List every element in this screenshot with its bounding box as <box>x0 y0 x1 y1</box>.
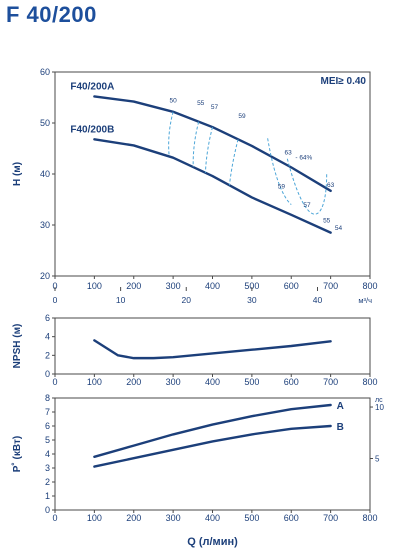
efficiency-label: 55 <box>323 217 331 224</box>
head-y-tick-label: 50 <box>40 118 50 128</box>
page-title: F 40/200 <box>6 2 97 27</box>
power-series-line-0 <box>93 403 332 458</box>
npsh-x-tick-label: 100 <box>87 377 102 387</box>
power-x-tick-label: 600 <box>284 513 299 523</box>
head-x-tick-label: 700 <box>323 281 338 291</box>
npsh-y-tick-label: 4 <box>45 332 50 342</box>
power-y-tick-label: 5 <box>45 435 50 445</box>
series-label-A: A <box>337 401 344 412</box>
x2-tick-label: 40 <box>313 295 323 305</box>
efficiency-label: 57 <box>303 202 311 209</box>
iso-efficiency-line <box>192 121 200 168</box>
efficiency-label: 57 <box>211 104 219 111</box>
x2-tick-label: 0 <box>53 295 58 305</box>
efficiency-label: 54 <box>335 225 343 232</box>
y2-axis-unit: лс <box>375 397 383 404</box>
power-y-tick-label: 6 <box>45 421 50 431</box>
power-y-axis-label: P˚ (кВт) <box>11 436 23 472</box>
head-x-tick-label: 300 <box>166 281 181 291</box>
mei-annotation: MEI≥ 0.40 <box>320 76 366 87</box>
iso-efficiency-loop <box>286 158 328 215</box>
npsh-x-tick-label: 200 <box>126 377 141 387</box>
series-label-F40/200A: F40/200A <box>70 81 114 92</box>
power-x-tick-label: 0 <box>52 513 57 523</box>
head-x-tick-label: 800 <box>362 281 377 291</box>
npsh-series-line-0 <box>93 339 332 360</box>
x2-tick-label: 20 <box>182 295 192 305</box>
power-y-tick-label: 1 <box>45 491 50 501</box>
power-x-tick-label: 500 <box>244 513 259 523</box>
head-y-tick-label: 20 <box>40 271 50 281</box>
head-plot-frame <box>54 71 371 277</box>
power-y-tick-label: 3 <box>45 463 50 473</box>
head-x-tick-label: 100 <box>87 281 102 291</box>
iso-efficiency-line <box>204 126 213 173</box>
efficiency-label: 50 <box>170 98 178 105</box>
power-x-tick-label: 700 <box>323 513 338 523</box>
series-label-B: B <box>337 422 344 433</box>
series-label-F40/200B: F40/200B <box>70 124 114 135</box>
power-y-tick-label: 7 <box>45 407 50 417</box>
power-y-tick-label: 2 <box>45 477 50 487</box>
head-series-line-1 <box>93 138 332 234</box>
power-x-tick-label: 100 <box>87 513 102 523</box>
head-y-tick-label: 60 <box>40 67 50 77</box>
efficiency-label: - 64% <box>295 155 312 162</box>
npsh-y-tick-label: 6 <box>45 313 50 323</box>
efficiency-label: 55 <box>197 100 205 107</box>
x-axis-label: Q (л/мин) <box>187 536 238 548</box>
power-x-tick-label: 800 <box>362 513 377 523</box>
power-series-line-1 <box>93 424 332 468</box>
efficiency-label: 63 <box>284 150 292 157</box>
npsh-x-tick-label: 400 <box>205 377 220 387</box>
head-x-tick-label: 400 <box>205 281 220 291</box>
x2-axis-unit: м³/ч <box>358 296 372 305</box>
npsh-x-tick-label: 600 <box>284 377 299 387</box>
power-x-tick-label: 300 <box>166 513 181 523</box>
y2-tick-label: 5 <box>375 455 380 464</box>
efficiency-label: 63 <box>327 182 335 189</box>
head-y-tick-label: 40 <box>40 169 50 179</box>
power-x-tick-label: 400 <box>205 513 220 523</box>
npsh-x-tick-label: 800 <box>362 377 377 387</box>
npsh-y-tick-label: 2 <box>45 350 50 360</box>
iso-efficiency-line <box>267 138 292 205</box>
head-x-tick-label: 500 <box>244 281 259 291</box>
efficiency-label: 59 <box>238 113 246 120</box>
x2-tick-label: 10 <box>116 295 126 305</box>
head-x-tick-label: 0 <box>52 281 57 291</box>
npsh-x-tick-label: 0 <box>52 377 57 387</box>
power-x-tick-label: 200 <box>126 513 141 523</box>
efficiency-label: 59 <box>278 183 286 190</box>
head-y-axis-label: H (м) <box>12 162 23 186</box>
y2-tick-label: 10 <box>375 403 384 412</box>
iso-efficiency-line <box>228 139 239 186</box>
head-x-tick-label: 600 <box>284 281 299 291</box>
head-x-tick-label: 200 <box>126 281 141 291</box>
npsh-x-tick-label: 300 <box>166 377 181 387</box>
npsh-y-axis-label: NPSH (м) <box>12 324 23 369</box>
x2-tick-label: 30 <box>247 295 257 305</box>
npsh-x-tick-label: 700 <box>323 377 338 387</box>
npsh-x-tick-label: 500 <box>244 377 259 387</box>
power-y-tick-label: 8 <box>45 393 50 403</box>
npsh-y-tick-label: 0 <box>45 369 50 379</box>
power-y-tick-label: 0 <box>45 505 50 515</box>
head-y-tick-label: 30 <box>40 220 50 230</box>
power-y-tick-label: 4 <box>45 449 50 459</box>
iso-efficiency-line <box>168 111 174 157</box>
